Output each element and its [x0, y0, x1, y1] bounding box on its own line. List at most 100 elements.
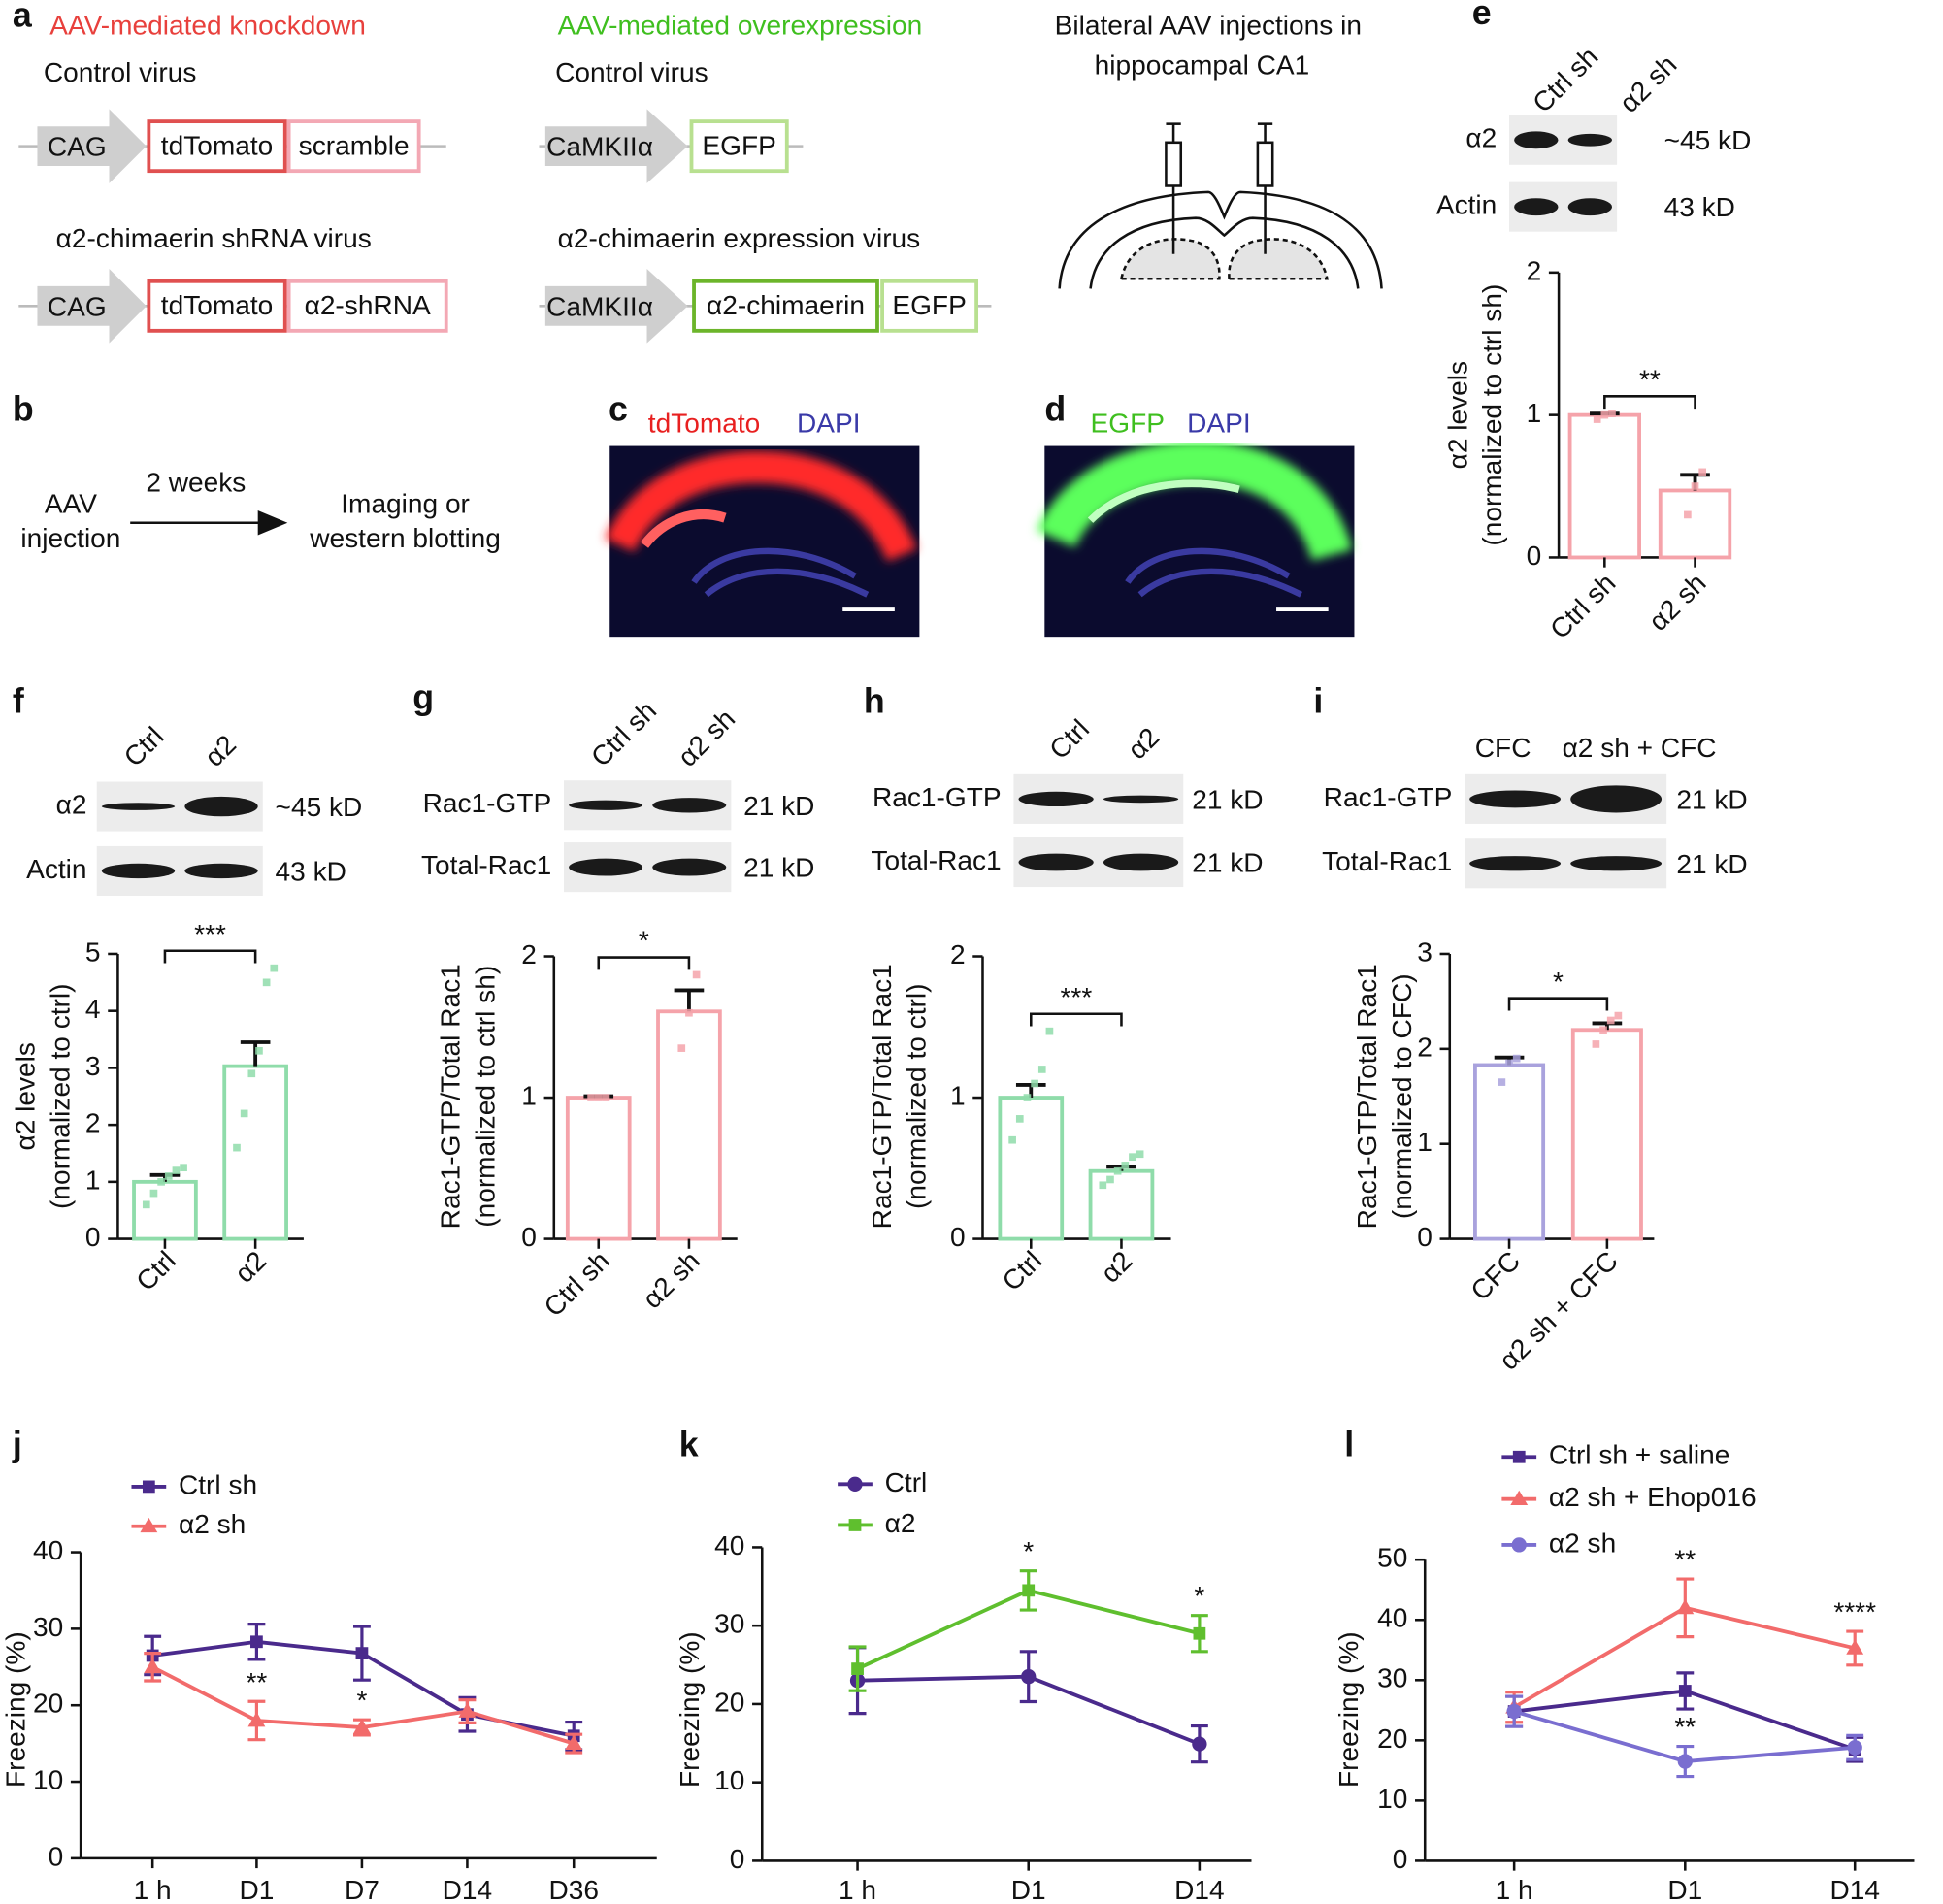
- construct-box: [692, 279, 879, 333]
- blot-row-label: Actin: [26, 854, 86, 884]
- construct-box: [147, 119, 287, 174]
- y-tick-label: 0: [85, 1222, 101, 1252]
- legend-label: α2 sh: [1549, 1527, 1616, 1558]
- significance-bracket: [597, 956, 691, 970]
- significance-bracket: [1603, 395, 1696, 410]
- significance: ***: [194, 919, 226, 949]
- blot-band: [569, 800, 643, 810]
- panel-letter: c: [609, 389, 628, 428]
- significance-bracket: [1029, 1012, 1123, 1027]
- data-point: [1008, 1135, 1016, 1144]
- ca1-signal: [1036, 441, 1353, 562]
- promoter-label: CaMKIIα: [546, 291, 653, 321]
- blot-band: [652, 798, 727, 813]
- group-title: AAV-mediated overexpression: [558, 11, 923, 41]
- y-tick-label: 1: [521, 1080, 537, 1110]
- data-point: [1614, 1011, 1623, 1020]
- data-point: [1023, 1094, 1032, 1101]
- y-tick-label: 10: [33, 1764, 63, 1794]
- blot-row-label: α2: [1465, 123, 1497, 153]
- panel-letter: g: [412, 678, 434, 717]
- legend-label: Ctrl sh + saline: [1549, 1440, 1729, 1470]
- data-point: [587, 1094, 595, 1101]
- bar: [1567, 412, 1641, 560]
- x-tick-label: D14: [443, 1875, 493, 1899]
- data-point: [157, 1178, 165, 1186]
- panel-letter: k: [679, 1425, 699, 1463]
- significance: *: [1023, 1536, 1034, 1566]
- marker: [247, 1712, 266, 1727]
- panel-letter: l: [1344, 1425, 1354, 1463]
- data-point: [685, 1008, 693, 1017]
- promoter-label: CAG: [48, 132, 107, 162]
- y-tick-label: 0: [730, 1844, 745, 1874]
- x-tick-label: Ctrl sh: [539, 1245, 615, 1322]
- brain-diagram: [1058, 122, 1383, 289]
- y-tick-label: 0: [1527, 541, 1542, 571]
- micrograph-c: [605, 445, 920, 638]
- data-point: [1045, 1027, 1054, 1035]
- y-tick-label: 3: [85, 1051, 101, 1081]
- promoter-arrow: [37, 269, 147, 344]
- lane-label: Ctrl sh: [1527, 42, 1603, 118]
- blot-band: [1567, 133, 1612, 147]
- lane-label: α2: [199, 729, 242, 771]
- construct-box: [286, 279, 448, 333]
- x-tick-label: D1: [239, 1875, 274, 1899]
- data-point: [1498, 1078, 1506, 1086]
- data-point: [1606, 1016, 1615, 1025]
- construct-name: α2-chimaerin shRNA virus: [56, 223, 372, 253]
- construct-box: [147, 279, 287, 333]
- y-tick-label: 20: [1377, 1723, 1407, 1754]
- data-point: [1608, 410, 1616, 418]
- marker: [250, 1635, 263, 1649]
- x-tick-label: 1 h: [134, 1875, 172, 1899]
- lane-label: Ctrl: [118, 721, 170, 772]
- y-tick-label: 30: [1377, 1663, 1407, 1693]
- diagram-title: Bilateral AAV injections in: [1055, 11, 1362, 41]
- hippocampus-left: [1119, 238, 1221, 280]
- data-point: [1129, 1153, 1136, 1162]
- x-tick-label: CFC: [1465, 1245, 1526, 1306]
- marker: [1846, 1639, 1864, 1655]
- marker: [1192, 1736, 1207, 1752]
- blot-row-label: Rac1-GTP: [1324, 782, 1453, 812]
- x-tick-label: D36: [548, 1875, 599, 1899]
- lane-label: Ctrl: [1043, 713, 1095, 765]
- construct-name: Control virus: [555, 57, 708, 87]
- data-point: [240, 1109, 248, 1118]
- marker: [355, 1647, 369, 1659]
- y-tick-label: 3: [1417, 936, 1433, 967]
- x-tick-label: α2 sh: [637, 1245, 706, 1314]
- blot-band: [184, 796, 258, 817]
- blot-size-label: 21 kD: [1192, 784, 1263, 814]
- bar: [1570, 1028, 1643, 1241]
- y-tick-label: 20: [33, 1689, 63, 1719]
- marker: [142, 1480, 155, 1494]
- marker: [848, 1519, 862, 1531]
- data-point: [1031, 1079, 1038, 1088]
- data-point: [1037, 1066, 1046, 1073]
- lane-label: α2 sh: [1614, 49, 1683, 118]
- part-label: EGFP: [702, 130, 775, 160]
- y-axis-label: Rac1-GTP/Total Rac1: [1352, 964, 1382, 1229]
- panel-letter: b: [13, 389, 34, 428]
- part-label: α2-shRNA: [305, 290, 431, 320]
- y-axis-label: (normalized to ctrl): [902, 984, 932, 1209]
- y-axis-label: Freezing (%): [675, 1631, 705, 1788]
- marker: [1678, 1685, 1692, 1697]
- significance: **: [246, 1667, 267, 1697]
- micrograph-d: [1036, 441, 1355, 638]
- y-tick-label: 2: [85, 1108, 101, 1138]
- y-tick-label: 2: [1417, 1032, 1433, 1062]
- label: Imaging or: [341, 488, 470, 518]
- stain-label: DAPI: [1187, 408, 1251, 438]
- y-tick-label: 5: [85, 936, 101, 967]
- blot-size-label: ~45 kD: [276, 792, 363, 822]
- x-tick-label: D14: [1829, 1875, 1880, 1899]
- bar: [565, 1096, 632, 1241]
- marker: [851, 1662, 864, 1675]
- x-tick-label: D7: [345, 1875, 379, 1899]
